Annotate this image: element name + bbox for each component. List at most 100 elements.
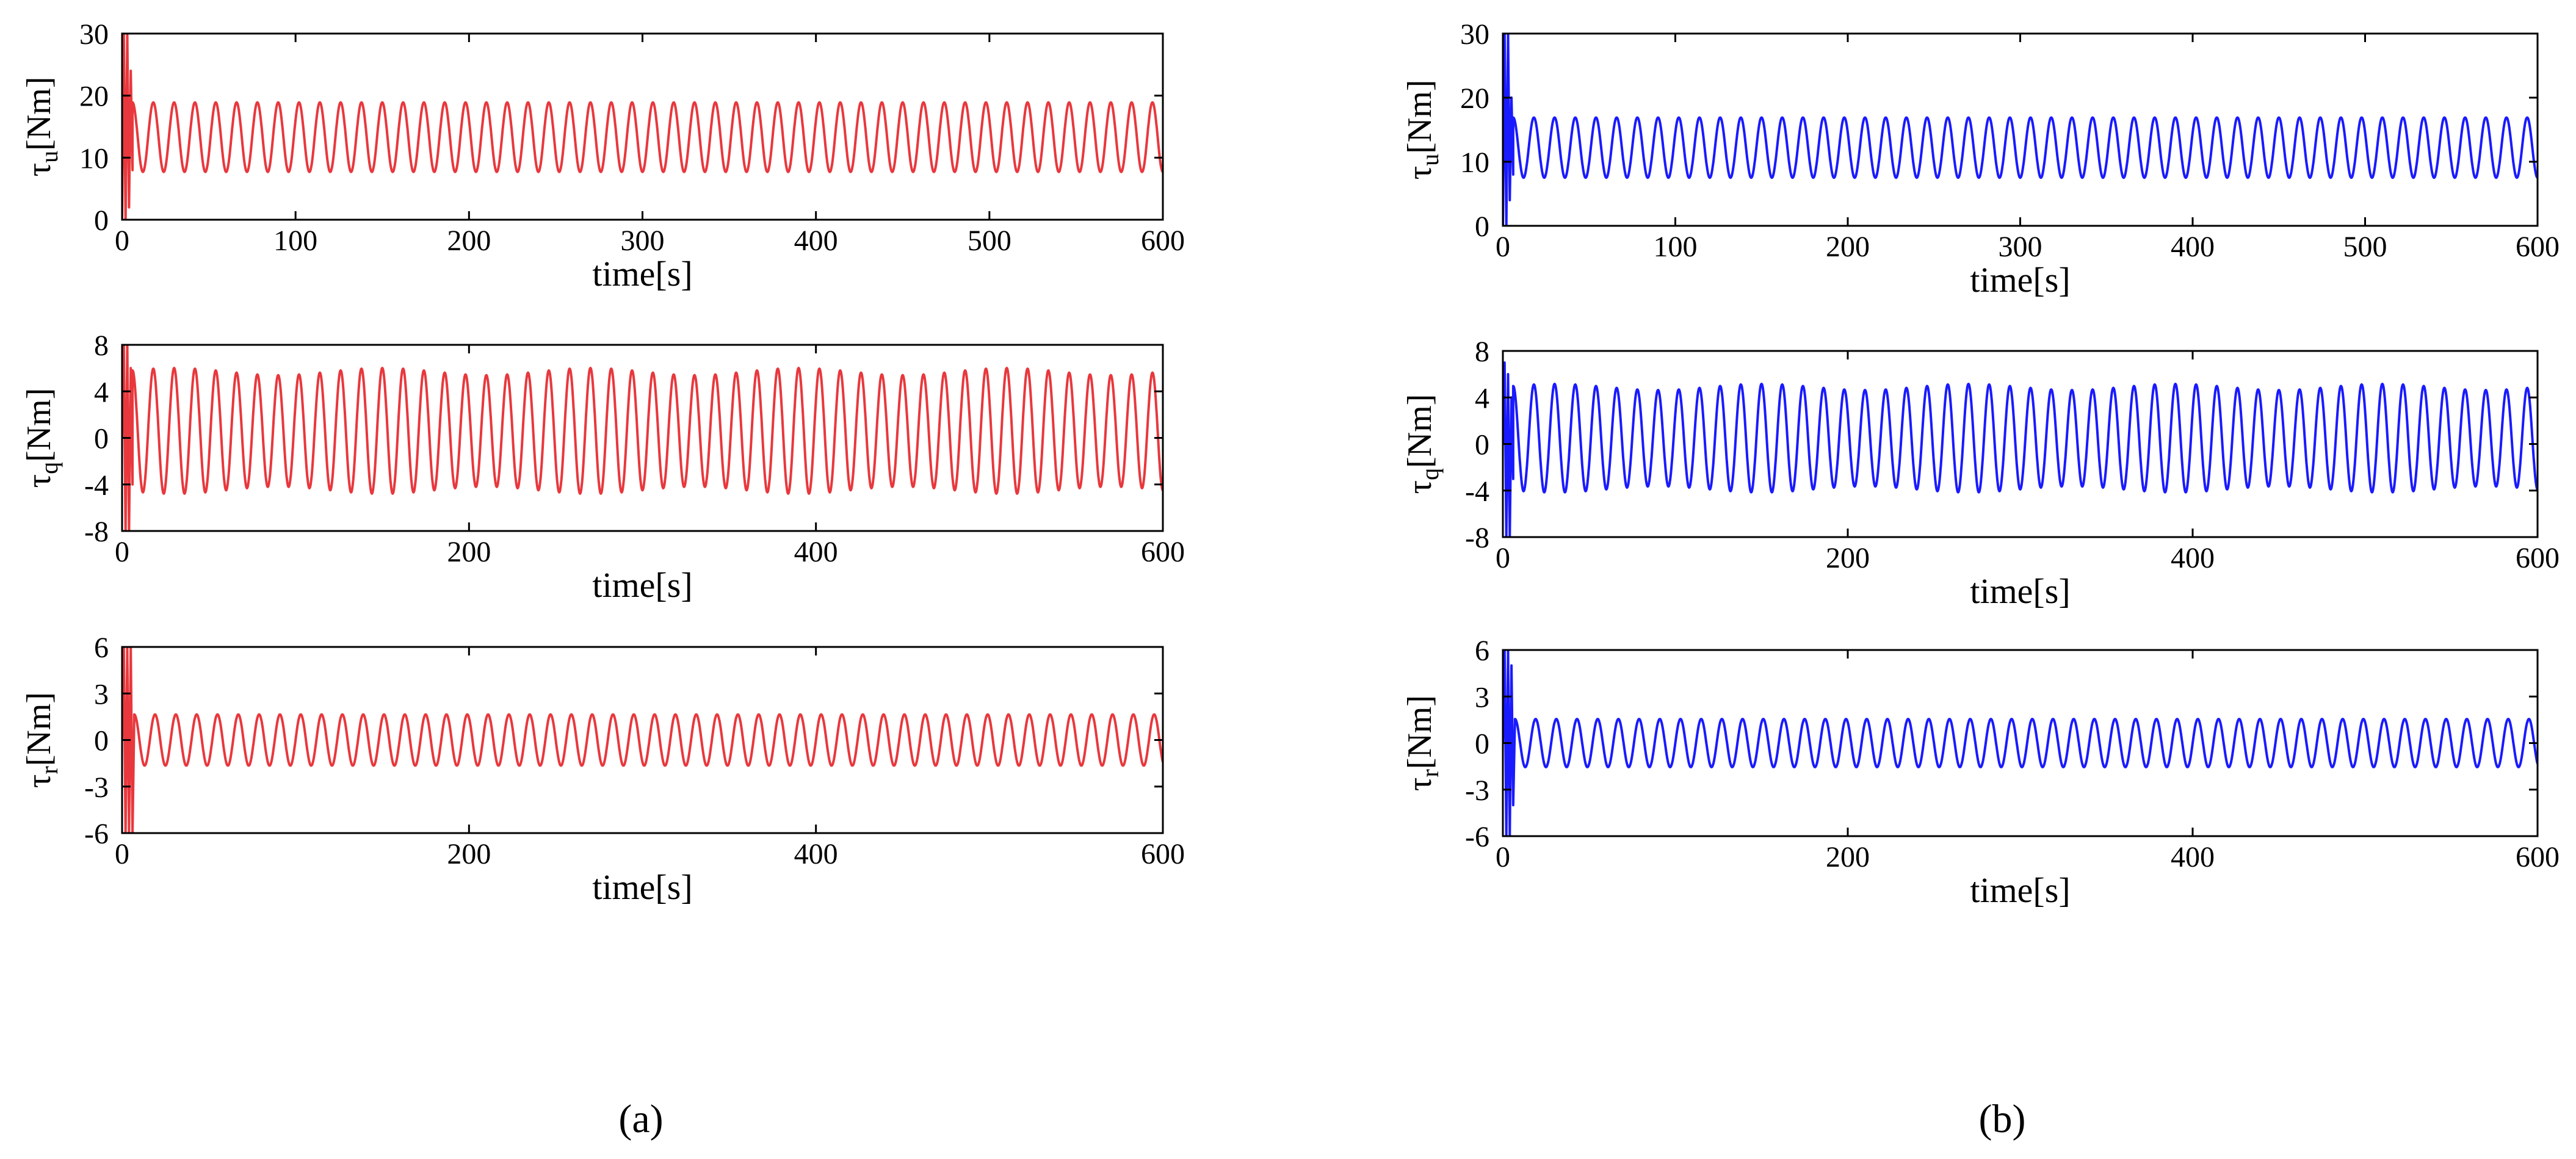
y-tick-label: 3 xyxy=(1475,681,1489,713)
y-axis-unit: [Nm] xyxy=(1401,80,1439,154)
x-tick-label: 600 xyxy=(2516,841,2560,873)
x-tick-label: 200 xyxy=(447,536,491,568)
y-tick-label: 6 xyxy=(94,632,109,664)
x-tick-label: 100 xyxy=(1654,231,1698,263)
y-axis-subscript: r xyxy=(1416,769,1444,777)
x-tick-label: 200 xyxy=(1826,841,1870,873)
series-line-q xyxy=(122,345,1163,531)
x-tick-label: 600 xyxy=(1141,838,1185,870)
y-tick-label: 20 xyxy=(1460,82,1489,115)
x-axis-label: time[s] xyxy=(592,565,692,605)
x-tick-label: 600 xyxy=(2516,231,2560,263)
x-tick-label: 200 xyxy=(447,225,491,257)
y-tick-label: 0 xyxy=(94,204,109,237)
y-tick-label: -6 xyxy=(84,818,109,850)
plot-b-u: 0 100 200 300 400 500 600 0 10 20 30 time[s] τu[Nm] xyxy=(1401,18,2560,300)
x-tick-label: 400 xyxy=(2171,841,2215,873)
x-tick-label: 0 xyxy=(115,838,129,870)
x-tick-label: 600 xyxy=(1141,536,1185,568)
y-axis-label: τu[Nm] xyxy=(20,77,63,177)
x-tick-label: 400 xyxy=(794,838,838,870)
plot-frame xyxy=(1502,649,2539,837)
series-line-r xyxy=(122,647,1163,833)
y-tick-label: -8 xyxy=(1465,522,1489,554)
y-axis-unit: [Nm] xyxy=(20,692,58,766)
series-line-r xyxy=(1503,650,2538,836)
x-axis-label: time[s] xyxy=(592,867,692,907)
plot-frame xyxy=(1502,32,2539,227)
y-tick-label: 6 xyxy=(1475,635,1489,667)
x-tick-label: 400 xyxy=(2171,542,2215,574)
y-axis-symbol: τ xyxy=(1401,778,1439,792)
series-line-u xyxy=(1503,34,2538,226)
plot-frame xyxy=(121,646,1164,834)
caption-b: (b) xyxy=(1979,1097,2026,1141)
y-axis-symbol: τ xyxy=(1401,166,1439,180)
x-tick-label: 600 xyxy=(1141,225,1185,257)
x-tick-label: 0 xyxy=(1496,542,1510,574)
y-axis-unit: [Nm] xyxy=(20,77,58,151)
y-axis-symbol: τ xyxy=(20,474,58,488)
x-tick-label: 600 xyxy=(2516,542,2560,574)
y-tick-label: 0 xyxy=(94,725,109,757)
y-tick-label: 4 xyxy=(1475,382,1489,414)
x-tick-label: 300 xyxy=(621,225,665,257)
x-tick-label: 400 xyxy=(794,536,838,568)
x-tick-label: 100 xyxy=(273,225,317,257)
y-tick-label: 8 xyxy=(94,330,109,362)
x-axis-label: time[s] xyxy=(1970,571,2070,611)
caption-a: (a) xyxy=(618,1097,663,1141)
y-tick-label: -3 xyxy=(84,771,109,804)
plot-a-u: 0 100 200 300 400 500 600 0 10 20 30 time[s] τu[Nm] xyxy=(20,18,1185,294)
series-line-q xyxy=(1503,361,2538,537)
y-tick-label: 30 xyxy=(1460,18,1489,51)
y-axis-label: τu[Nm] xyxy=(1401,80,1444,180)
y-axis-unit: [Nm] xyxy=(20,388,58,462)
y-axis-label: τr[Nm] xyxy=(1401,695,1444,791)
plot-b-r: 0 200 400 600 -6 -3 0 3 6 time[s] τr[Nm] xyxy=(1401,635,2560,910)
x-tick-label: 0 xyxy=(115,225,129,257)
x-axis-label: time[s] xyxy=(1970,870,2070,910)
y-tick-label: 0 xyxy=(94,423,109,455)
y-tick-label: 3 xyxy=(94,678,109,710)
plot-a-q: 0 200 400 600 -8 -4 0 4 8 time[s] τq[Nm] xyxy=(20,330,1185,605)
x-axis-label: time[s] xyxy=(1970,260,2070,300)
y-tick-label: -6 xyxy=(1465,821,1489,853)
y-tick-label: -4 xyxy=(84,469,109,502)
y-tick-label: 0 xyxy=(1475,429,1489,461)
y-axis-symbol: τ xyxy=(20,163,58,177)
y-tick-label: 20 xyxy=(79,81,109,113)
y-tick-label: 0 xyxy=(1475,728,1489,760)
x-tick-label: 200 xyxy=(447,838,491,870)
y-tick-label: -8 xyxy=(84,516,109,548)
y-tick-label: -4 xyxy=(1465,475,1489,508)
x-tick-label: 0 xyxy=(1496,841,1510,873)
y-axis-subscript: q xyxy=(35,462,63,474)
x-tick-label: 500 xyxy=(2343,231,2387,263)
x-tick-label: 0 xyxy=(115,536,129,568)
y-axis-label: τq[Nm] xyxy=(20,388,63,488)
x-tick-label: 500 xyxy=(968,225,1011,257)
y-tick-label: 10 xyxy=(79,142,109,175)
series-line-u xyxy=(122,34,1163,220)
x-tick-label: 200 xyxy=(1826,231,1870,263)
x-tick-label: 0 xyxy=(1496,231,1510,263)
y-axis-label: τr[Nm] xyxy=(20,692,63,788)
y-tick-label: 0 xyxy=(1475,211,1489,243)
y-tick-label: 30 xyxy=(79,18,109,51)
y-axis-subscript: u xyxy=(35,151,63,163)
y-axis-symbol: τ xyxy=(1401,480,1439,494)
x-axis-label: time[s] xyxy=(592,254,692,294)
y-axis-subscript: q xyxy=(1416,468,1444,480)
x-tick-label: 400 xyxy=(794,225,838,257)
y-axis-unit: [Nm] xyxy=(1401,394,1439,468)
plot-a-r: 0 200 400 600 -6 -3 0 3 6 time[s] τr[Nm] xyxy=(20,632,1185,907)
x-tick-label: 200 xyxy=(1826,542,1870,574)
y-axis-subscript: u xyxy=(1416,154,1444,166)
x-tick-label: 400 xyxy=(2171,231,2215,263)
y-axis-symbol: τ xyxy=(20,774,58,789)
y-axis-subscript: r xyxy=(35,766,63,774)
plot-frame xyxy=(121,32,1164,221)
y-axis-label: τq[Nm] xyxy=(1401,394,1444,494)
